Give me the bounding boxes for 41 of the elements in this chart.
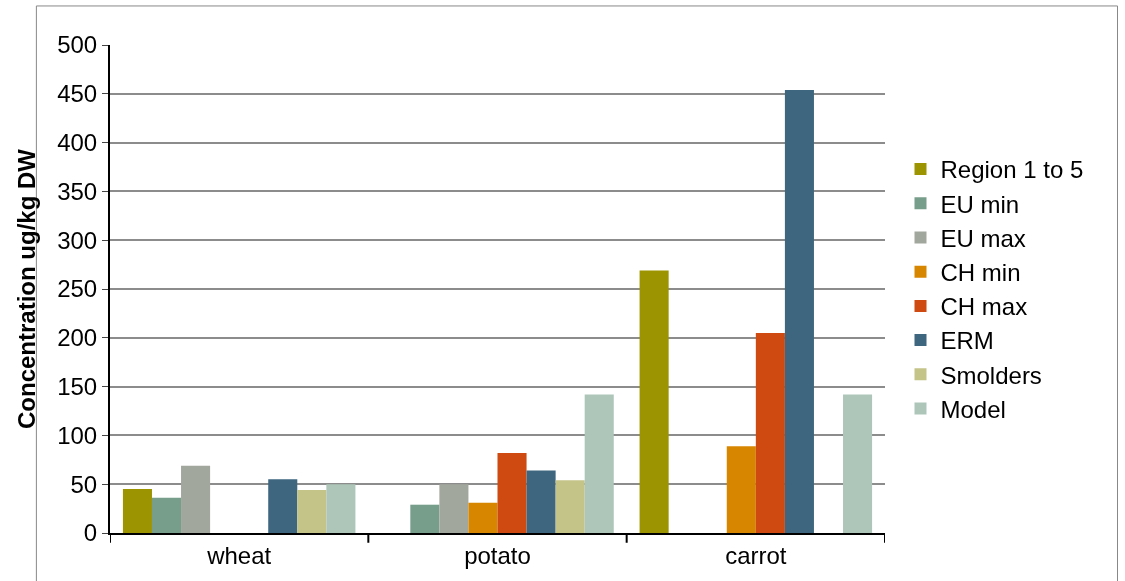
legend-label: Smolders	[940, 361, 1042, 389]
bar	[122, 489, 152, 533]
y-tick-label: 0	[83, 519, 98, 547]
y-tick-label: 250	[57, 275, 98, 303]
x-tick-label: carrot	[725, 541, 787, 569]
legend-label: CH min	[940, 259, 1021, 287]
bar	[584, 394, 614, 533]
bar	[555, 480, 585, 533]
y-tick-label: 400	[57, 129, 98, 156]
y-tick-label: 500	[57, 31, 98, 59]
bar	[755, 332, 785, 533]
x-tick-label: potato	[464, 541, 531, 569]
bar	[468, 502, 498, 533]
bar	[439, 484, 469, 533]
bar	[497, 452, 527, 533]
legend-label: EU min	[940, 190, 1020, 218]
y-tick-label: 50	[70, 470, 98, 498]
bar	[784, 89, 814, 533]
bar	[151, 497, 182, 533]
bar	[639, 270, 669, 533]
y-tick-label: 100	[57, 421, 98, 449]
legend-label: CH max	[940, 293, 1028, 321]
y-axis-title: Concentration ug/kg DW	[12, 148, 40, 429]
bar	[410, 504, 440, 533]
bar	[843, 394, 873, 533]
legend-label: ERM	[940, 327, 994, 355]
bar	[181, 465, 211, 533]
bar	[326, 484, 356, 533]
bar	[297, 490, 327, 533]
y-tick-label: 200	[57, 324, 98, 352]
legend-label: Region 1 to 5	[940, 156, 1084, 184]
y-tick-label: 300	[57, 226, 98, 254]
bar	[268, 479, 298, 533]
bar	[526, 470, 556, 533]
legend-label: EU max	[940, 224, 1026, 252]
y-tick-label: 350	[57, 177, 98, 205]
x-tick-label: wheat	[206, 541, 272, 569]
bar	[726, 446, 756, 533]
y-tick-label: 450	[57, 80, 98, 108]
y-tick-label: 150	[57, 373, 98, 400]
legend-label: Model	[940, 395, 1006, 423]
